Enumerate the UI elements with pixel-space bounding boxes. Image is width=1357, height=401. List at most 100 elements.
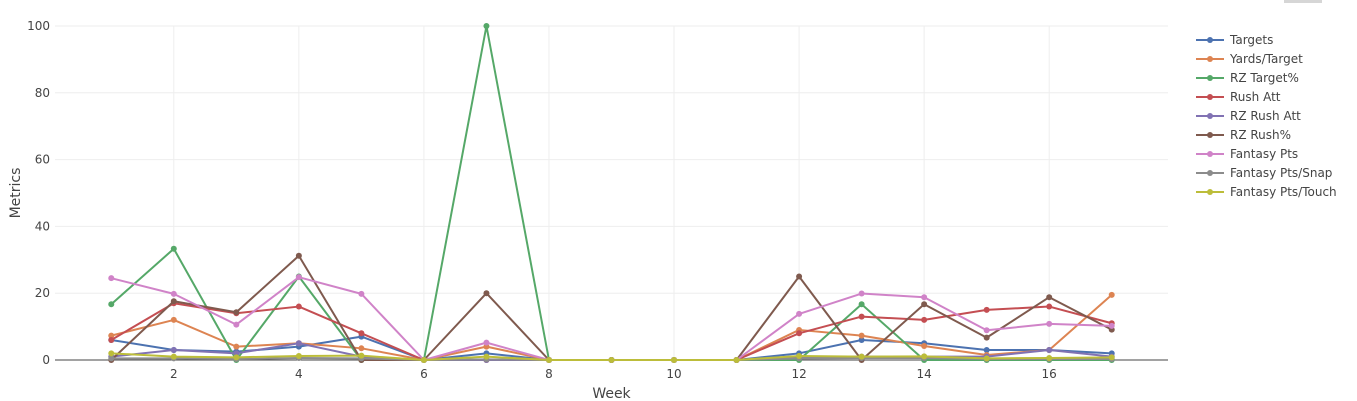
legend[interactable]: Targets Yards/Target RZ Target% Rush Att RZ … bbox=[1196, 33, 1337, 199]
legend-item-rz-target[interactable]: RZ Target% bbox=[1196, 71, 1299, 85]
data-point-fantasy-pts-touch[interactable] bbox=[733, 357, 740, 363]
x-tick-label: 2 bbox=[170, 367, 178, 381]
data-point-rz-rush[interactable] bbox=[796, 273, 803, 280]
legend-item-rz-rush[interactable]: RZ Rush% bbox=[1196, 128, 1291, 142]
data-point-fantasy-pts[interactable] bbox=[170, 290, 177, 297]
data-point-yards-target[interactable] bbox=[858, 332, 865, 339]
y-tick-label: 60 bbox=[35, 153, 50, 167]
data-point-fantasy-pts-touch[interactable] bbox=[108, 350, 115, 357]
x-tick-label: 16 bbox=[1042, 367, 1057, 381]
gridlines bbox=[55, 25, 1168, 361]
x-tick-label: 10 bbox=[666, 367, 681, 381]
legend-swatch-marker bbox=[1207, 151, 1213, 157]
data-point-yards-target[interactable] bbox=[921, 342, 928, 349]
data-point-rz-rush[interactable] bbox=[1046, 294, 1053, 301]
x-axis-title: Week bbox=[592, 386, 631, 401]
data-point-rz-rush[interactable] bbox=[983, 334, 990, 341]
data-point-fantasy-pts-touch[interactable] bbox=[1046, 354, 1053, 361]
data-point-fantasy-pts-touch[interactable] bbox=[608, 357, 615, 363]
data-point-fantasy-pts-touch[interactable] bbox=[295, 352, 302, 359]
data-point-fantasy-pts[interactable] bbox=[358, 290, 365, 297]
legend-swatch-marker bbox=[1207, 132, 1213, 138]
data-point-targets[interactable] bbox=[983, 346, 990, 353]
axis-ticks: 0 20 40 60 80 100 2 4 6 8 10 12 14 16 bbox=[27, 19, 1057, 381]
data-point-rush-att[interactable] bbox=[921, 316, 928, 323]
data-point-fantasy-pts[interactable] bbox=[295, 274, 302, 281]
data-point-fantasy-pts[interactable] bbox=[796, 310, 803, 317]
data-point-rz-rush[interactable] bbox=[170, 298, 177, 305]
data-point-rush-att[interactable] bbox=[358, 330, 365, 337]
data-point-yards-target[interactable] bbox=[170, 316, 177, 323]
data-point-fantasy-pts-touch[interactable] bbox=[796, 352, 803, 359]
data-point-rush-att[interactable] bbox=[108, 336, 115, 343]
legend-label: Targets bbox=[1229, 33, 1273, 47]
legend-item-fantasy-pts-snap[interactable]: Fantasy Pts/Snap bbox=[1196, 166, 1332, 180]
data-point-fantasy-pts-touch[interactable] bbox=[233, 354, 240, 361]
legend-label: RZ Rush% bbox=[1230, 128, 1291, 142]
data-point-fantasy-pts-touch[interactable] bbox=[858, 353, 865, 360]
x-tick-label: 4 bbox=[295, 367, 303, 381]
legend-item-yards-target[interactable]: Yards/Target bbox=[1196, 52, 1303, 66]
data-point-fantasy-pts[interactable] bbox=[483, 339, 490, 346]
legend-item-fantasy-pts-touch[interactable]: Fantasy Pts/Touch bbox=[1196, 185, 1337, 199]
data-point-rz-target[interactable] bbox=[170, 245, 177, 252]
data-point-fantasy-pts[interactable] bbox=[1108, 322, 1115, 329]
y-axis-title: Metrics bbox=[8, 168, 24, 219]
data-point-fantasy-pts-touch[interactable] bbox=[545, 357, 552, 363]
x-tick-label: 14 bbox=[916, 367, 931, 381]
data-point-rz-rush-att[interactable] bbox=[295, 340, 302, 347]
data-point-rz-target[interactable] bbox=[483, 23, 490, 29]
data-point-fantasy-pts[interactable] bbox=[233, 321, 240, 328]
series-rush-att bbox=[108, 300, 1115, 363]
data-point-yards-target[interactable] bbox=[1108, 291, 1115, 298]
data-point-rz-rush-att[interactable] bbox=[170, 346, 177, 353]
data-point-rz-rush[interactable] bbox=[233, 309, 240, 316]
data-point-fantasy-pts-touch[interactable] bbox=[921, 353, 928, 360]
legend-label: Fantasy Pts bbox=[1230, 147, 1298, 161]
legend-label: Fantasy Pts/Snap bbox=[1230, 166, 1332, 180]
data-point-fantasy-pts-touch[interactable] bbox=[483, 353, 490, 360]
data-point-rush-att[interactable] bbox=[858, 313, 865, 320]
data-point-fantasy-pts-touch[interactable] bbox=[420, 357, 427, 363]
data-point-yards-target[interactable] bbox=[358, 345, 365, 352]
data-point-targets[interactable] bbox=[858, 336, 865, 343]
data-point-yards-target[interactable] bbox=[233, 343, 240, 350]
y-tick-label: 20 bbox=[35, 286, 50, 300]
y-tick-label: 40 bbox=[35, 219, 50, 233]
data-point-fantasy-pts[interactable] bbox=[1046, 320, 1053, 327]
legend-label: Rush Att bbox=[1230, 90, 1281, 104]
legend-item-rz-rush-att[interactable]: RZ Rush Att bbox=[1196, 109, 1301, 123]
data-point-rz-rush-att[interactable] bbox=[1046, 346, 1053, 353]
x-tick-label: 8 bbox=[545, 367, 553, 381]
data-point-rz-target[interactable] bbox=[108, 301, 115, 308]
data-point-fantasy-pts[interactable] bbox=[983, 327, 990, 334]
data-point-fantasy-pts-touch[interactable] bbox=[671, 357, 678, 363]
data-point-fantasy-pts[interactable] bbox=[921, 294, 928, 301]
data-point-rz-rush[interactable] bbox=[921, 301, 928, 308]
legend-swatch-marker bbox=[1207, 56, 1213, 62]
data-point-fantasy-pts-touch[interactable] bbox=[983, 355, 990, 362]
data-point-rush-att[interactable] bbox=[1046, 303, 1053, 310]
legend-item-rush-att[interactable]: Rush Att bbox=[1196, 90, 1281, 104]
data-point-fantasy-pts-touch[interactable] bbox=[1108, 354, 1115, 361]
legend-swatch-marker bbox=[1207, 37, 1213, 43]
data-point-fantasy-pts-snap[interactable] bbox=[108, 355, 115, 362]
data-point-rush-att[interactable] bbox=[983, 306, 990, 313]
data-point-rush-att[interactable] bbox=[796, 330, 803, 337]
data-point-fantasy-pts-touch[interactable] bbox=[170, 353, 177, 360]
data-point-rz-target[interactable] bbox=[858, 301, 865, 308]
data-point-fantasy-pts[interactable] bbox=[858, 290, 865, 297]
data-point-fantasy-pts[interactable] bbox=[108, 275, 115, 282]
data-point-rush-att[interactable] bbox=[295, 303, 302, 310]
legend-item-targets[interactable]: Targets bbox=[1196, 33, 1273, 47]
series-lines bbox=[108, 23, 1115, 363]
legend-swatch-marker bbox=[1207, 113, 1213, 119]
data-point-fantasy-pts-touch[interactable] bbox=[358, 352, 365, 359]
data-point-yards-target[interactable] bbox=[108, 332, 115, 339]
data-point-rz-rush[interactable] bbox=[483, 290, 490, 297]
data-point-rz-rush[interactable] bbox=[295, 252, 302, 259]
modebar-stub bbox=[1284, 0, 1322, 3]
legend-item-fantasy-pts[interactable]: Fantasy Pts bbox=[1196, 147, 1298, 161]
y-tick-label: 0 bbox=[42, 353, 50, 367]
